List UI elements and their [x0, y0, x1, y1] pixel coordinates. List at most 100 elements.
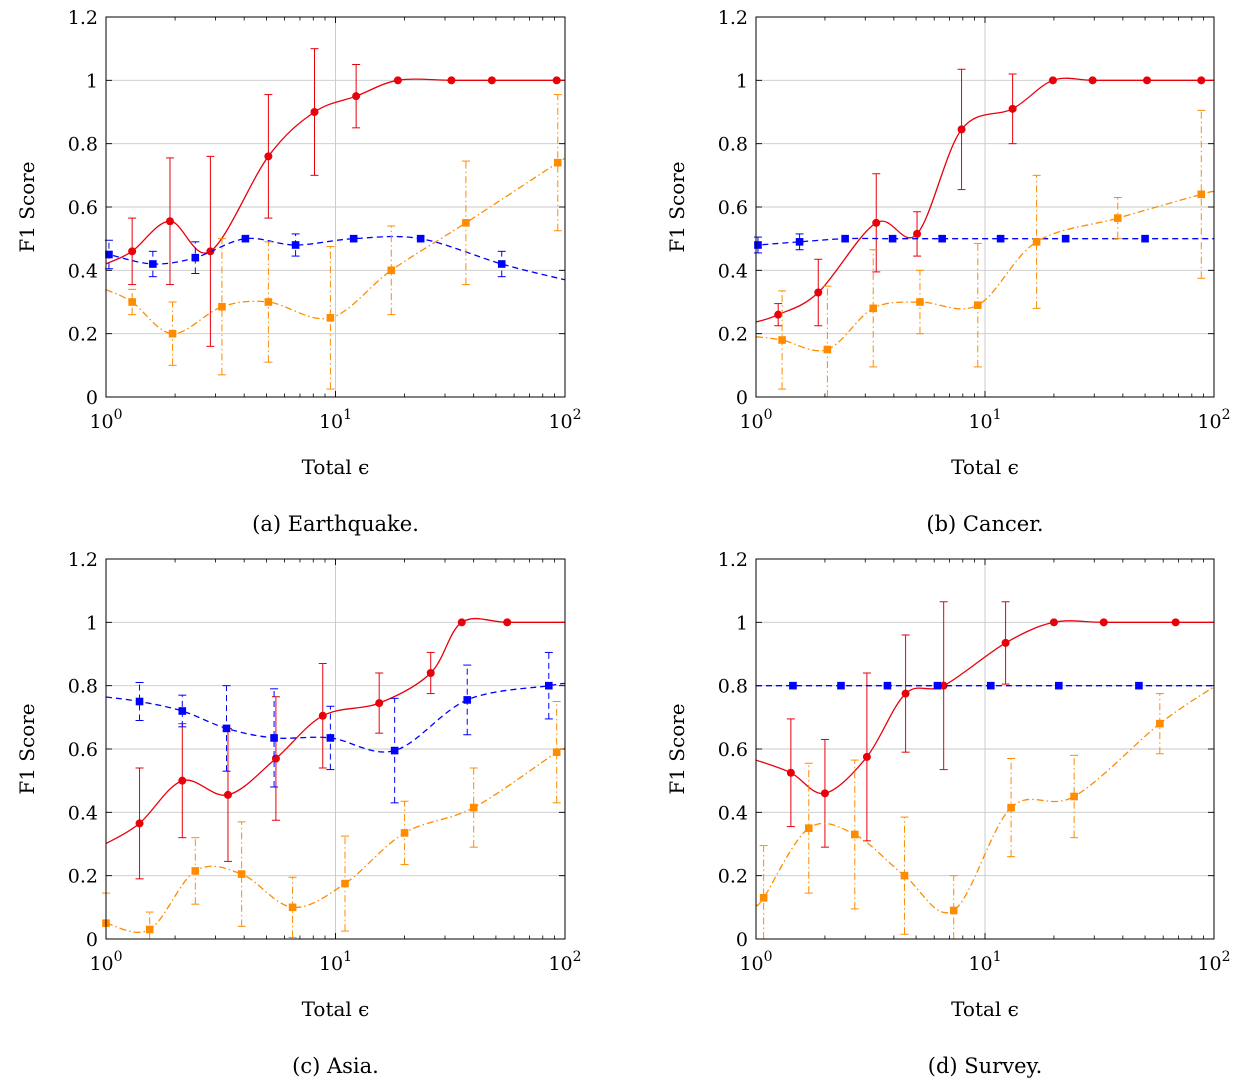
series-line: [756, 190, 1214, 352]
y-tick-label: 0.8: [68, 676, 98, 698]
data-point: [1099, 618, 1108, 627]
y-tick-label: 0.4: [68, 260, 98, 282]
data-point: [986, 681, 995, 690]
data-point: [1141, 234, 1149, 243]
y-tick-label: 0.6: [718, 739, 748, 761]
y-tick-label: 0.8: [718, 134, 748, 156]
data-point: [128, 247, 137, 256]
data-point: [545, 681, 553, 690]
x-tick-base: 10: [739, 953, 763, 975]
y-tick-label: 1.2: [68, 549, 98, 571]
data-point: [237, 870, 246, 878]
y-tick-label: 0.2: [718, 866, 748, 888]
x-tick-exponent: 2: [573, 949, 582, 965]
plot-frame: [105, 558, 566, 940]
data-point: [1001, 638, 1010, 647]
x-tick-label: 100: [739, 407, 772, 433]
y-tick-label: 1: [736, 612, 748, 634]
y-tick-label: 1: [86, 612, 98, 634]
data-point: [326, 314, 335, 322]
x-tick-exponent: 0: [764, 407, 773, 423]
x-tick-label: 101: [968, 407, 1001, 433]
data-point: [820, 789, 829, 798]
data-point: [1171, 618, 1180, 627]
data-point: [416, 234, 425, 243]
data-point: [883, 681, 892, 690]
data-point: [1197, 190, 1206, 199]
data-point: [447, 76, 456, 85]
x-tick-exponent: 0: [764, 949, 773, 965]
data-point: [1197, 76, 1206, 85]
series-3: [102, 701, 565, 939]
data-point: [872, 218, 881, 227]
data-point: [135, 697, 144, 706]
x-axis-label: Total ϵ: [302, 997, 370, 1021]
x-tick-label: 102: [548, 949, 581, 975]
data-point: [1054, 681, 1063, 690]
data-point: [387, 266, 396, 275]
data-point: [168, 329, 177, 338]
data-point: [218, 302, 226, 311]
y-axis-label: F1 Score: [665, 161, 689, 252]
x-tick-label: 101: [319, 949, 352, 975]
x-tick-label: 101: [968, 949, 1001, 975]
data-point: [804, 824, 813, 832]
series-line: [106, 746, 565, 933]
data-point: [375, 699, 384, 708]
data-point: [503, 618, 512, 627]
data-point: [469, 803, 478, 812]
data-point: [145, 925, 154, 934]
data-point: [888, 234, 897, 243]
y-tick-label: 0: [736, 929, 748, 951]
y-tick-label: 0.6: [68, 739, 98, 761]
x-axis-label: Total ϵ: [951, 455, 1019, 479]
data-point: [1088, 76, 1097, 85]
data-point: [901, 689, 910, 698]
data-point: [1135, 681, 1143, 690]
data-point: [390, 746, 399, 755]
series-line: [756, 686, 1214, 914]
data-point: [426, 669, 435, 677]
data-point: [837, 681, 845, 690]
data-point: [913, 229, 922, 238]
y-axis-label: F1 Score: [665, 703, 689, 794]
y-tick-label: 0.6: [68, 197, 98, 219]
data-point: [786, 768, 795, 777]
data-point: [105, 250, 113, 259]
data-point: [341, 879, 349, 888]
data-point: [841, 234, 849, 243]
data-point: [1048, 76, 1057, 85]
data-point: [916, 298, 924, 306]
data-point: [1143, 76, 1152, 85]
data-point: [939, 681, 948, 690]
data-point: [497, 260, 506, 268]
data-point: [400, 829, 409, 837]
data-point: [1032, 238, 1041, 246]
data-point: [1049, 618, 1058, 627]
y-tick-label: 0.2: [68, 866, 98, 888]
x-tick-exponent: 1: [343, 407, 352, 423]
x-tick-exponent: 0: [114, 949, 123, 965]
data-point: [178, 776, 187, 785]
x-tick-exponent: 1: [993, 407, 1002, 423]
y-axis-label: F1 Score: [15, 161, 39, 252]
data-point: [973, 301, 982, 309]
x-tick-base: 10: [319, 411, 343, 433]
y-tick-label: 1.2: [68, 7, 98, 29]
data-point: [352, 92, 361, 101]
data-point: [326, 734, 335, 742]
data-point: [1007, 803, 1015, 812]
series-2: [756, 681, 1214, 690]
series-3: [106, 94, 565, 390]
y-tick-label: 1.2: [718, 7, 748, 29]
x-tick-label: 100: [89, 949, 122, 975]
panel-caption: (d) Survey.: [928, 1054, 1043, 1078]
plot-frame: [755, 16, 1215, 398]
y-tick-label: 0.2: [718, 324, 748, 346]
x-tick-base: 10: [968, 411, 992, 433]
data-point: [862, 752, 871, 761]
x-tick-base: 10: [739, 411, 763, 433]
y-tick-label: 1.2: [718, 549, 748, 571]
y-tick-label: 1: [86, 70, 98, 92]
